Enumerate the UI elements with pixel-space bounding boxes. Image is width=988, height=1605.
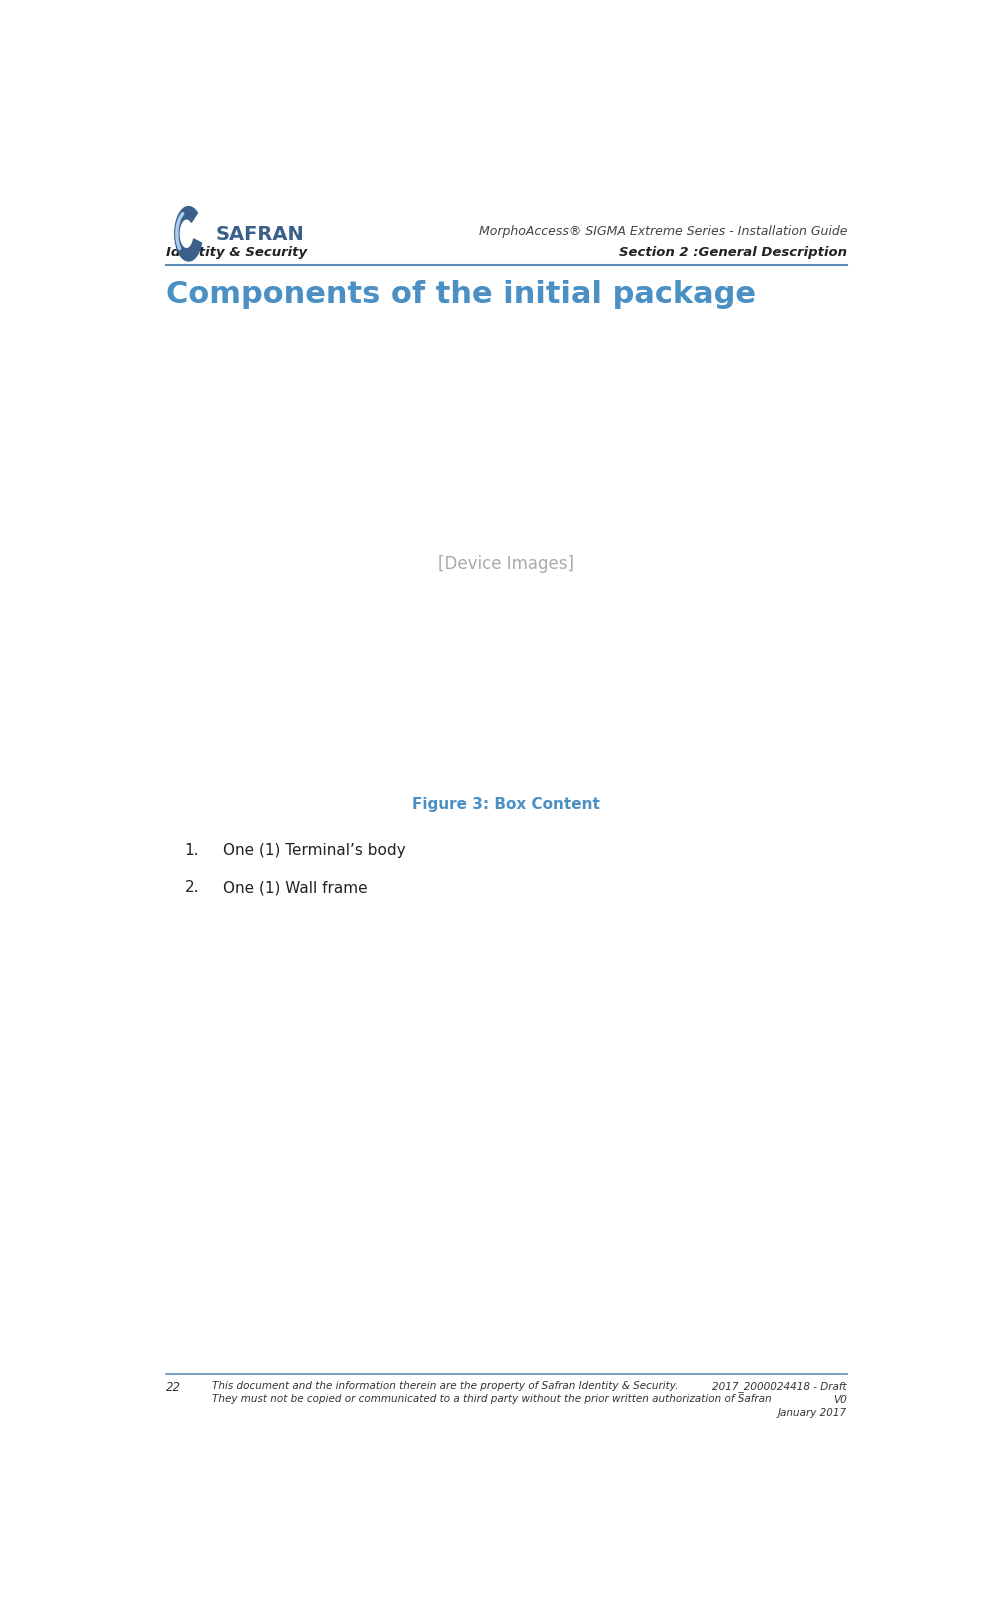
Text: One (1) Wall frame: One (1) Wall frame [223, 880, 368, 894]
Text: 1.: 1. [185, 843, 200, 857]
Text: 22: 22 [166, 1380, 181, 1393]
Text: [Device Images]: [Device Images] [439, 554, 574, 573]
Text: Section 2 :General Description: Section 2 :General Description [619, 246, 847, 258]
Text: Identity & Security: Identity & Security [166, 246, 306, 258]
Text: This document and the information therein are the property of Safran Identity & : This document and the information therei… [211, 1380, 772, 1403]
Text: Figure 3: Box Content: Figure 3: Box Content [412, 796, 601, 812]
Text: Components of the initial package: Components of the initial package [166, 279, 756, 308]
Text: MorphoAccess® SIGMA Extreme Series - Installation Guide: MorphoAccess® SIGMA Extreme Series - Ins… [478, 225, 847, 238]
Text: One (1) Terminal’s body: One (1) Terminal’s body [223, 843, 406, 857]
Text: SAFRAN: SAFRAN [215, 225, 304, 244]
Polygon shape [175, 207, 202, 262]
Text: 2.: 2. [185, 880, 200, 894]
Text: 2017_2000024418 - Draft
V0
January 2017: 2017_2000024418 - Draft V0 January 2017 [712, 1380, 847, 1417]
